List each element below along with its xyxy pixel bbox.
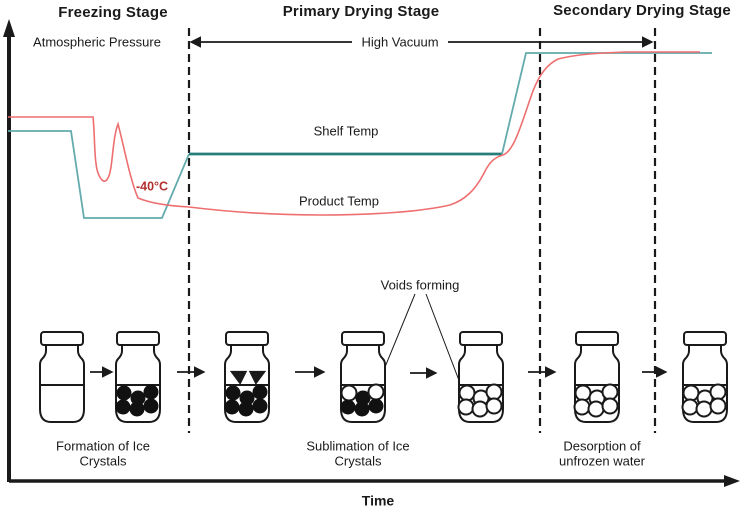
product-temp-line — [8, 51, 700, 216]
caption-sublimation-of-ice-crystals: Sublimation of Ice Crystals — [306, 438, 410, 469]
time-axis-label: Time — [361, 492, 395, 509]
caption-formation-of-ice-crystals: Formation of Ice Crystals — [56, 438, 150, 469]
vial-liquid — [39, 331, 85, 423]
voids-forming-label: Voids forming — [376, 277, 464, 293]
stage-dividers — [187, 28, 657, 433]
y-axis — [3, 19, 15, 482]
high-vacuum-label: High Vacuum — [357, 34, 443, 50]
atmospheric-pressure-label: Atmospheric Pressure — [29, 34, 165, 50]
vapor-arrows-icon — [229, 370, 267, 385]
voids-pointer-lines — [375, 293, 461, 390]
vial-dried — [681, 331, 728, 423]
x-axis — [9, 475, 740, 487]
vial-voids-forming — [340, 331, 386, 423]
shelf-temp-line — [8, 52, 712, 219]
vial-desorption — [573, 331, 620, 423]
process-step-arrows — [90, 366, 668, 379]
product-temp-label: Product Temp — [295, 193, 383, 209]
vials — [39, 331, 728, 423]
stage-title-secondary-drying: Secondary Drying Stage — [553, 2, 731, 20]
vial-sublimated — [457, 331, 504, 423]
vial-sublimation-start — [224, 331, 270, 423]
stage-title-freezing: Freezing Stage — [58, 4, 168, 22]
shelf-temp-label: Shelf Temp — [309, 123, 383, 139]
minus-40c-annotation: -40°C — [135, 179, 169, 194]
caption-desorption-of-unfrozen-water: Desorption of unfrozen water — [559, 438, 645, 469]
stage-title-primary-drying: Primary Drying Stage — [282, 3, 440, 21]
vial-frozen — [115, 331, 161, 423]
